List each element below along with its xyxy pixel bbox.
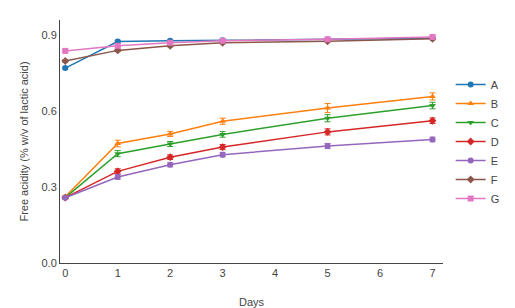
svg-text:A: A	[491, 79, 499, 91]
svg-text:5: 5	[325, 267, 331, 279]
svg-text:F: F	[491, 174, 498, 186]
svg-text:0.9: 0.9	[42, 29, 57, 41]
svg-text:0: 0	[62, 267, 68, 279]
svg-text:B: B	[491, 98, 498, 110]
svg-text:D: D	[491, 136, 499, 148]
svg-text:1: 1	[115, 267, 121, 279]
svg-text:Days: Days	[239, 296, 265, 308]
svg-text:Free acidity (% w/v of lactic: Free acidity (% w/v of lactic acid)	[18, 61, 30, 221]
svg-text:4: 4	[272, 267, 278, 279]
svg-text:7: 7	[429, 267, 435, 279]
svg-text:2: 2	[167, 267, 173, 279]
svg-text:6: 6	[377, 267, 383, 279]
svg-text:G: G	[491, 193, 500, 205]
svg-text:C: C	[491, 117, 499, 129]
svg-text:0.3: 0.3	[42, 181, 57, 193]
svg-text:0.0: 0.0	[42, 257, 57, 269]
svg-text:3: 3	[220, 267, 226, 279]
svg-text:E: E	[491, 155, 498, 167]
svg-text:0.6: 0.6	[42, 105, 57, 117]
